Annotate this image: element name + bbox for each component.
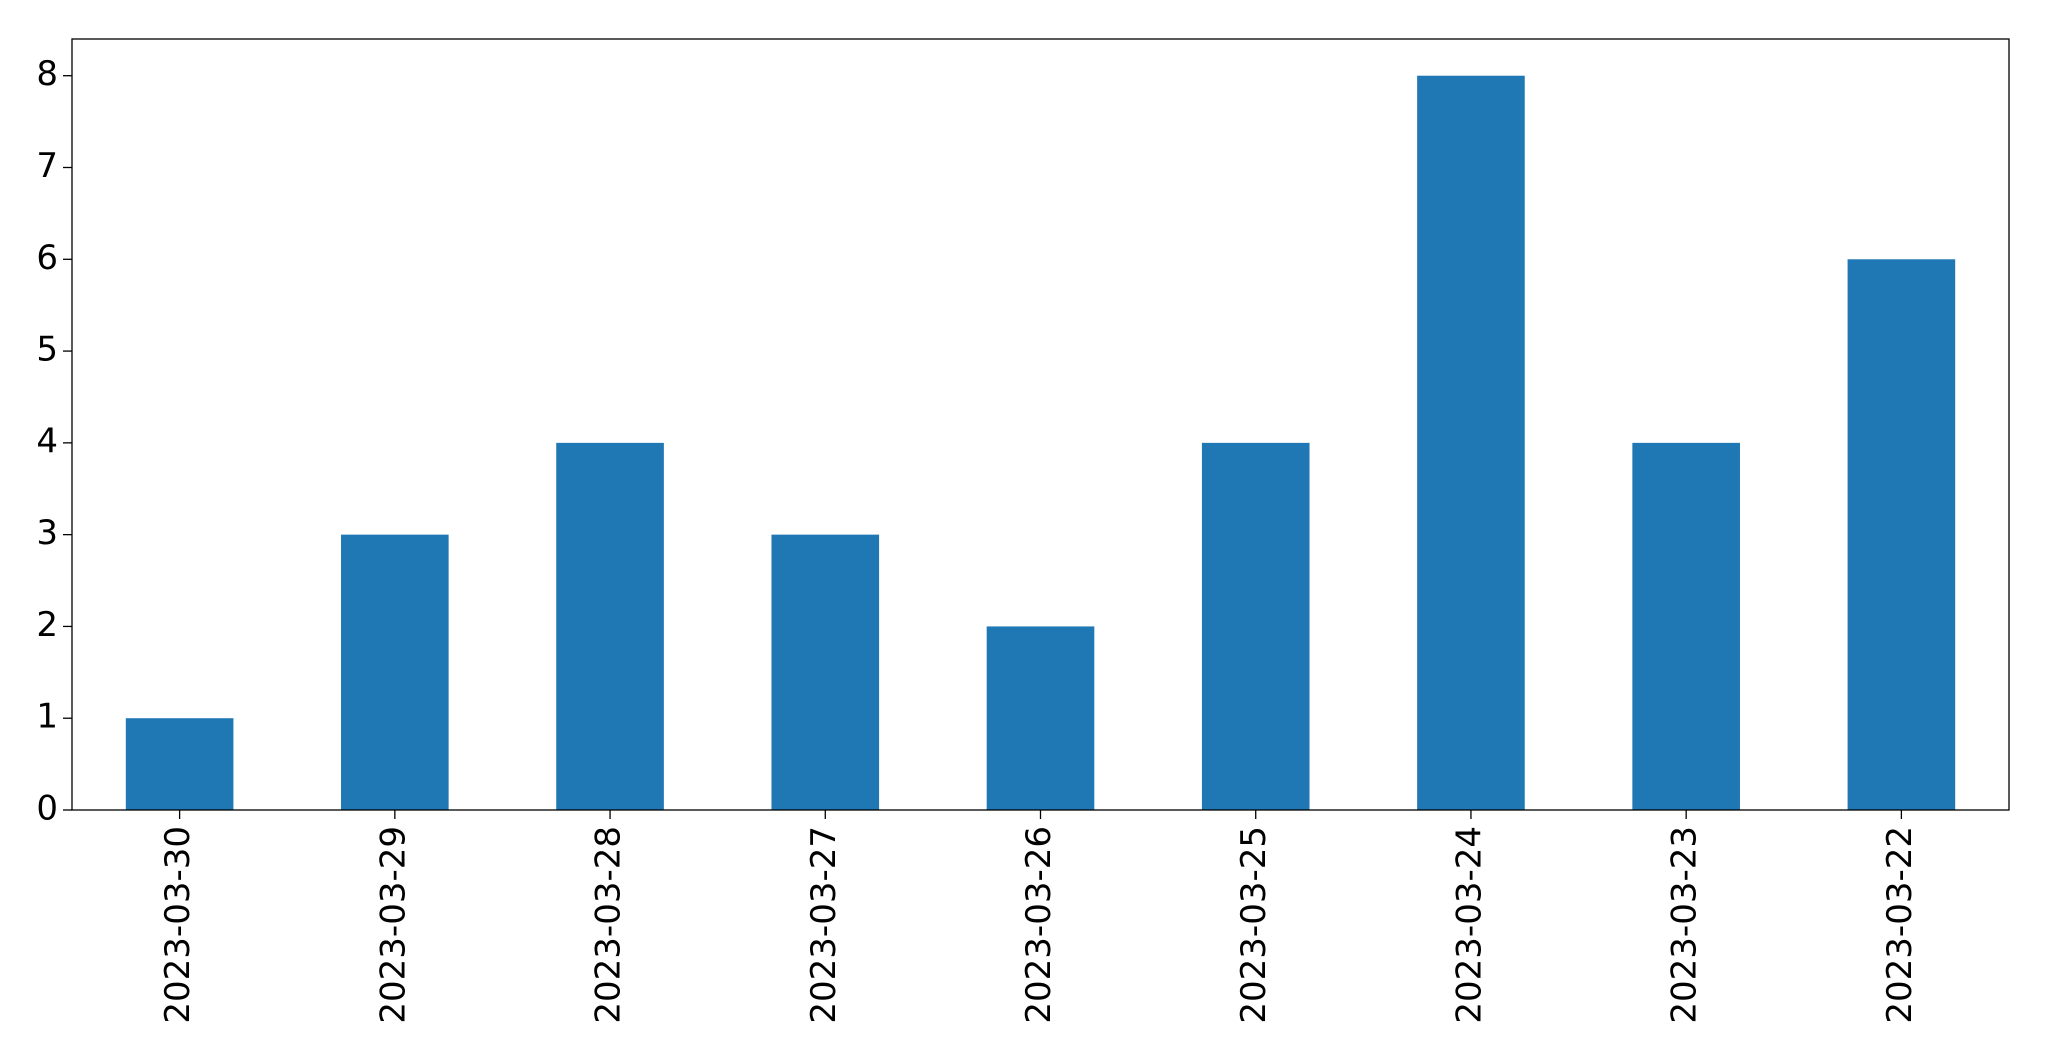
plot-frame xyxy=(71,38,2010,811)
bar xyxy=(1632,442,1740,810)
x-tick-label: 2023-03-29 xyxy=(373,826,413,1024)
bar xyxy=(1847,259,1956,810)
bar xyxy=(125,718,234,810)
bar xyxy=(341,534,449,810)
bar xyxy=(1417,75,1525,810)
x-tick-label: 2023-03-26 xyxy=(1019,826,1059,1024)
y-tick-label: 3 xyxy=(36,513,58,553)
x-tick-label: 2023-03-23 xyxy=(1665,826,1705,1024)
y-tick-label: 2 xyxy=(36,605,58,645)
bar xyxy=(771,534,880,810)
y-tick-label: 8 xyxy=(36,54,58,94)
y-tick-label: 1 xyxy=(36,697,58,737)
x-tick-label: 2023-03-25 xyxy=(1234,826,1274,1024)
x-tick-label: 2023-03-30 xyxy=(158,826,198,1024)
bar xyxy=(1201,442,1310,810)
y-tick-label: 7 xyxy=(36,146,58,186)
x-tick-label: 2023-03-28 xyxy=(589,826,629,1024)
y-tick-label: 0 xyxy=(36,789,58,829)
x-tick-label: 2023-03-24 xyxy=(1449,826,1489,1024)
x-tick-label: 2023-03-27 xyxy=(804,826,844,1024)
bar xyxy=(986,626,1095,810)
x-tick-label: 2023-03-22 xyxy=(1880,826,1920,1024)
y-tick-label: 4 xyxy=(36,421,58,461)
y-tick-label: 6 xyxy=(36,238,58,278)
y-tick-label: 5 xyxy=(36,330,58,370)
bar xyxy=(556,442,664,810)
